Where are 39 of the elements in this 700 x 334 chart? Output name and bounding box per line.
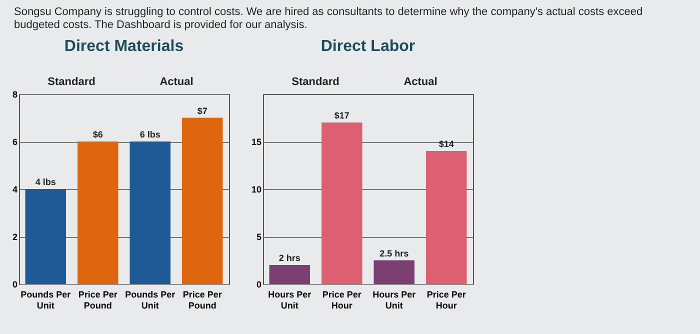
x-tick-label: Hours Per Unit bbox=[372, 290, 416, 311]
y-tick-label: 6 bbox=[12, 137, 18, 148]
y-tick-label: 0 bbox=[12, 280, 18, 290]
text: Actual bbox=[404, 76, 438, 88]
chart-title: Direct Labor bbox=[320, 38, 416, 56]
y-tick-label: 10 bbox=[251, 184, 262, 195]
x-tick-label: Hours Per Unit bbox=[268, 290, 312, 311]
data-label: $17 bbox=[334, 110, 350, 121]
bar bbox=[269, 265, 310, 284]
data-label: 4 lbs bbox=[35, 177, 56, 188]
bar bbox=[426, 151, 467, 284]
data-label: 2.5 hrs bbox=[380, 248, 409, 259]
bar bbox=[374, 260, 414, 284]
bar bbox=[182, 118, 223, 284]
bar bbox=[130, 142, 170, 284]
x-tick-label: Price Per Hour bbox=[426, 290, 466, 311]
text: Songsu Company is struggling to control costs. We are hired as consultants to determine why the company's actual costs exceed budgeted costs. The Dashboard is provided for our analysis. bbox=[13, 5, 644, 32]
text: Actual bbox=[160, 76, 194, 88]
y-tick-label: 5 bbox=[256, 232, 262, 242]
x-tick-label: Price Per Pound bbox=[78, 290, 118, 311]
y-tick-label: 8 bbox=[12, 90, 18, 100]
x-tick-label: Price Per Pound bbox=[182, 290, 222, 311]
text: Standard bbox=[48, 76, 96, 88]
data-label: 6 lbs bbox=[140, 130, 160, 140]
bar bbox=[78, 142, 118, 284]
y-tick-label: 0 bbox=[256, 280, 262, 290]
y-tick-label: 15 bbox=[251, 137, 262, 148]
bar bbox=[25, 189, 66, 284]
text: Standard bbox=[292, 76, 340, 88]
x-tick-label: Price Per Hour bbox=[322, 290, 362, 311]
data-label: 2 hrs bbox=[278, 253, 300, 264]
y-tick-label: 4 bbox=[12, 184, 18, 195]
y-tick-label: 2 bbox=[12, 232, 18, 242]
chart-title: Direct Materials bbox=[64, 38, 184, 56]
x-tick-label: Pounds Per Unit bbox=[125, 290, 176, 311]
bar bbox=[322, 122, 362, 284]
data-label: $7 bbox=[197, 106, 208, 116]
x-tick-label: Pounds Per Unit bbox=[20, 290, 72, 311]
data-label: $6 bbox=[92, 130, 103, 140]
